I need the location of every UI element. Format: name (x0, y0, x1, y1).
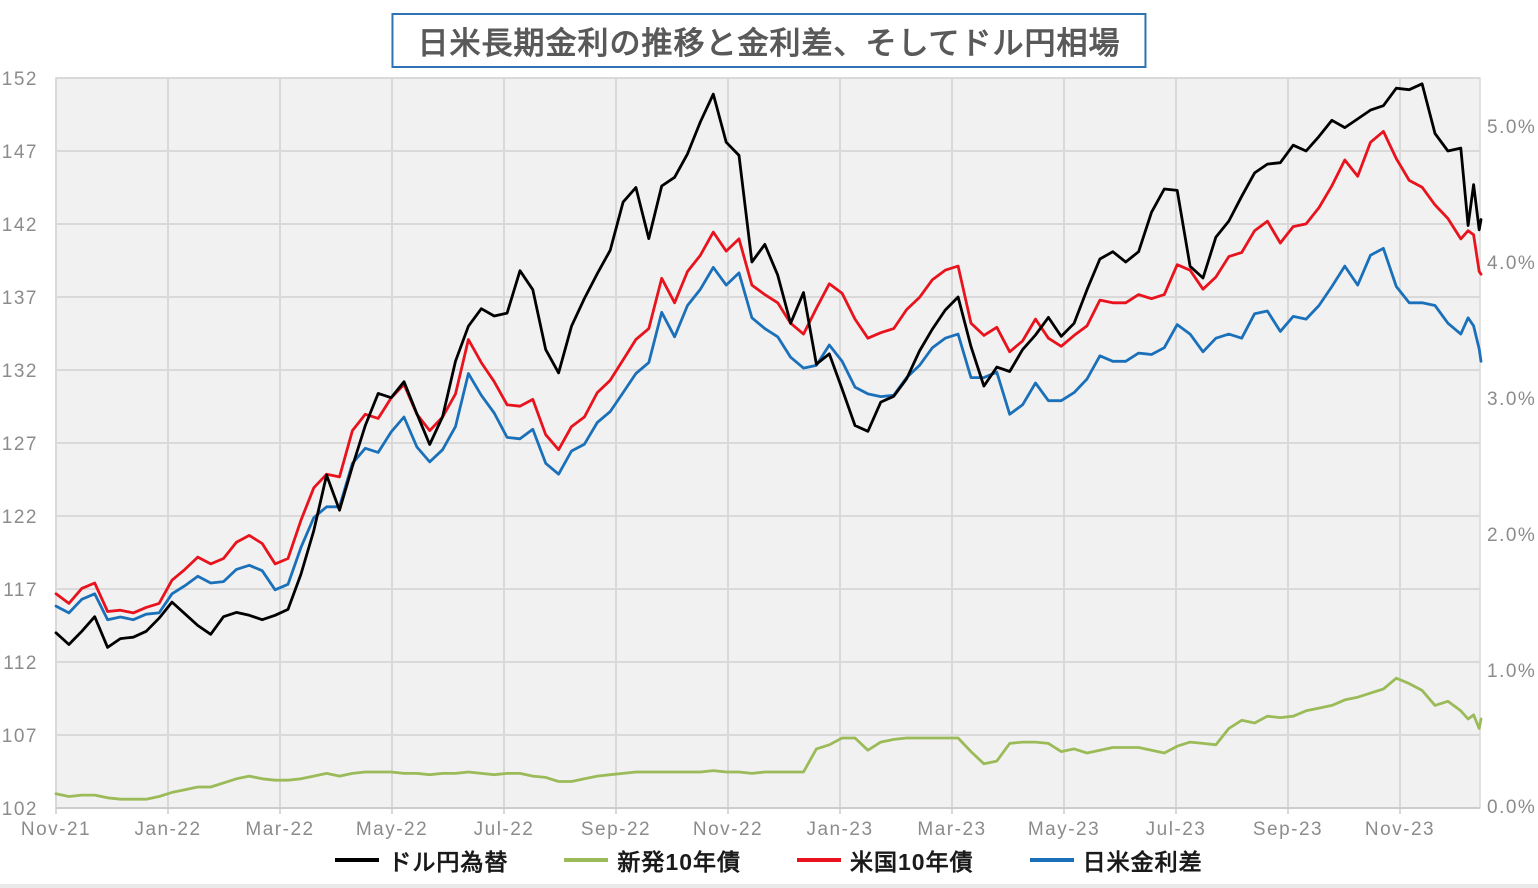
left-axis-tick-label: 102 (2, 799, 38, 820)
chart-title: 日米長期金利の推移と金利差、そしてドル円相場 (391, 13, 1147, 68)
right-axis-tick-label: 3.0% (1487, 389, 1536, 410)
x-axis-tick-label: Sep-23 (1253, 819, 1323, 840)
x-axis-tick-label: Jan-22 (134, 819, 201, 840)
left-axis-tick-label: 127 (2, 434, 38, 455)
x-axis-tick-label: Sep-22 (581, 819, 651, 840)
x-axis-tick-label: Nov-23 (1365, 819, 1435, 840)
legend-item-spread: 日米金利差 (1029, 843, 1203, 877)
right-axis-tick-label: 4.0% (1487, 253, 1536, 274)
left-axis-tick-label: 152 (2, 69, 38, 90)
legend-label-spread: 日米金利差 (1082, 849, 1203, 875)
x-axis-tick-label: Nov-21 (21, 819, 91, 840)
chart-legend: ドル円為替 新発10年債 米国10年債 日米金利差 (0, 840, 1538, 880)
series-line-spread (54, 246, 1483, 622)
right-axis-tick-label: 5.0% (1487, 117, 1536, 138)
left-axis-tick-label: 112 (3, 653, 38, 674)
x-axis-tick-label: Jan-23 (806, 819, 873, 840)
right-axis-tick-label: 0.0% (1487, 797, 1536, 818)
left-axis-tick-label: 147 (2, 142, 38, 163)
series-line-us10y (54, 129, 1483, 615)
left-axis-tick-label: 117 (3, 580, 38, 601)
x-axis-tick-label: Jul-22 (474, 819, 535, 840)
legend-line-swatch-jgb10y (564, 858, 609, 862)
legend-label-us10y: 米国10年債 (850, 849, 974, 875)
x-axis-tick-label: Mar-22 (245, 819, 314, 840)
series-line-jgb10y (54, 676, 1483, 801)
legend-item-usdjpy: ドル円為替 (335, 843, 508, 877)
legend-line-swatch-usdjpy (335, 858, 380, 862)
bottom-divider (0, 884, 1538, 888)
legend-line-swatch-spread (1029, 858, 1074, 862)
legend-item-jgb10y: 新発10年債 (564, 843, 741, 877)
legend-item-us10y: 米国10年債 (797, 843, 974, 877)
right-axis-tick-label: 1.0% (1487, 661, 1536, 682)
x-axis-tick-label: Nov-22 (693, 819, 763, 840)
right-axis-tick-label: 2.0% (1487, 525, 1536, 546)
left-axis-tick-label: 142 (2, 215, 38, 236)
legend-label-usdjpy: ドル円為替 (388, 849, 509, 875)
left-axis-tick-label: 137 (2, 288, 38, 309)
series-line-usdjpy (54, 82, 1483, 649)
x-axis-tick-label: May-23 (1028, 819, 1100, 840)
legend-label-jgb10y: 新発10年債 (617, 849, 741, 875)
x-axis-tick-label: Jul-23 (1146, 819, 1207, 840)
legend-line-swatch-us10y (797, 858, 841, 862)
left-axis-tick-label: 122 (2, 507, 38, 528)
x-axis-tick-label: May-22 (356, 819, 428, 840)
x-axis-tick-label: Mar-23 (917, 819, 986, 840)
left-axis-tick-label: 132 (2, 361, 38, 382)
left-axis-tick-label: 107 (2, 726, 38, 747)
